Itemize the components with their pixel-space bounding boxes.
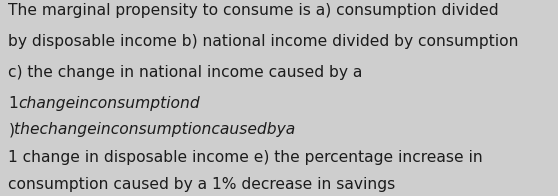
- Text: by disposable income b) national income divided by consumption: by disposable income b) national income …: [8, 34, 519, 49]
- Text: consumption caused by a 1% decrease in savings: consumption caused by a 1% decrease in s…: [8, 177, 396, 192]
- Text: changeinconsumptiond: changeinconsumptiond: [18, 96, 200, 111]
- Text: c) the change in national income caused by a: c) the change in national income caused …: [8, 65, 363, 80]
- Text: 1: 1: [8, 96, 18, 111]
- Text: ): ): [8, 122, 15, 137]
- Text: The marginal propensity to consume is a) consumption divided: The marginal propensity to consume is a)…: [8, 3, 499, 18]
- Text: thechangeinconsumptioncausedbya: thechangeinconsumptioncausedbya: [15, 122, 296, 137]
- Text: 1 change in disposable income e) the percentage increase in: 1 change in disposable income e) the per…: [8, 150, 483, 165]
